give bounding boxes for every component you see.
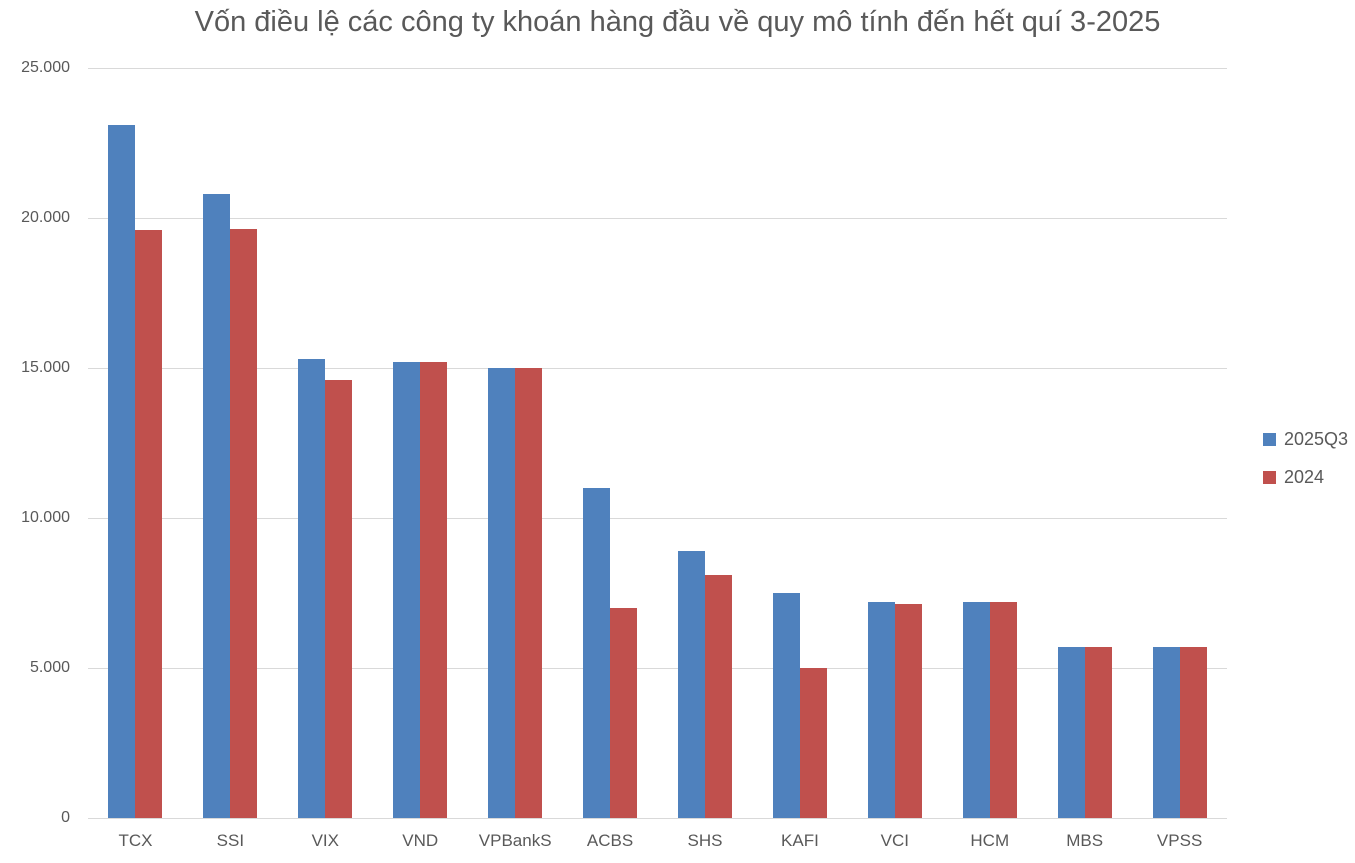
legend-swatch-2024-icon: [1263, 470, 1276, 484]
x-axis-label-vnd: VND: [402, 831, 439, 850]
chart-title: Vốn điều lệ các công ty khoán hàng đầu v…: [194, 6, 1161, 38]
y-axis-label: 25.000: [21, 59, 70, 76]
legend-item-2024: 2024: [1263, 467, 1348, 487]
bar-group-vpbanks: [468, 68, 563, 818]
bar-group-kafi: [752, 68, 847, 818]
bar-group-tcx: [88, 68, 183, 818]
bar-2025q3-vix: [298, 359, 326, 818]
bar-2024-vpbanks: [515, 368, 543, 818]
bar-2024-tcx: [135, 230, 163, 818]
y-axis-label: 0: [61, 809, 70, 826]
x-axis-label-acbs: ACBS: [586, 831, 634, 850]
bar-group-shs: [658, 68, 753, 818]
x-axis-label-tcx: TCX: [118, 831, 153, 850]
legend-item-2025q3: 2025Q3: [1263, 429, 1348, 449]
gridline: [88, 368, 1227, 369]
x-axis-label-shs: SHS: [687, 831, 723, 850]
legend: 2025Q3 2024: [1263, 429, 1348, 505]
bar-group-vnd: [373, 68, 468, 818]
y-axis-label: 5.000: [29, 659, 70, 676]
bar-group-vpss: [1132, 68, 1227, 818]
bars-container: [88, 68, 1227, 818]
y-axis-label: 20.000: [21, 209, 70, 226]
bar-2025q3-hcm: [962, 602, 990, 818]
bar-group-mbs: [1037, 68, 1132, 818]
x-axis-label-vci: VCI: [880, 831, 909, 850]
bar-2024-vci: [894, 603, 922, 818]
bar-2025q3-shs: [677, 551, 705, 818]
x-axis-label-vpbanks: VPBankS: [478, 831, 552, 850]
gridline: [88, 218, 1227, 219]
x-axis-label-hcm: HCM: [970, 831, 1010, 850]
bar-2025q3-vci: [867, 602, 895, 818]
y-axis-label: 10.000: [21, 509, 70, 526]
bar-2024-acbs: [610, 608, 638, 818]
bar-2024-vnd: [420, 362, 448, 818]
x-axis-label-kafi: KAFI: [781, 831, 819, 850]
gridline: [88, 518, 1227, 519]
legend-label-2025q3: 2025Q3: [1284, 428, 1349, 449]
bar-group-acbs: [563, 68, 658, 818]
bar-group-vci: [847, 68, 942, 818]
x-axis-label-vix: VIX: [311, 831, 339, 850]
x-axis-label-mbs: MBS: [1066, 831, 1104, 850]
gridline: [88, 668, 1227, 669]
bar-2025q3-ssi: [203, 194, 231, 818]
bar-2025q3-kafi: [772, 593, 800, 818]
legend-label-2024: 2024: [1284, 466, 1325, 487]
plot-area: [88, 68, 1227, 819]
bar-2024-vix: [325, 380, 353, 818]
bar-group-hcm: [942, 68, 1037, 818]
x-axis: TCX SSI VIX VND VPBankS ACBS SHS KAFI VCI HCM MBS V…: [88, 831, 1227, 851]
bar-2024-shs: [704, 575, 732, 818]
bar-2025q3-acbs: [583, 488, 611, 818]
bar-2025q3-mbs: [1057, 647, 1085, 818]
bar-2025q3-vnd: [393, 362, 421, 818]
gridline: [88, 68, 1227, 69]
bar-2025q3-tcx: [108, 125, 136, 818]
x-axis-label-ssi: SSI: [216, 831, 245, 850]
bar-2024-kafi: [799, 668, 827, 818]
bar-2024-ssi: [230, 228, 258, 818]
bar-2025q3-vpss: [1152, 647, 1180, 818]
gridline: [88, 818, 1227, 819]
legend-swatch-2025q3-icon: [1263, 432, 1276, 446]
bar-2024-mbs: [1084, 647, 1112, 818]
bar-2024-vpss: [1179, 647, 1207, 818]
bar-group-vix: [278, 68, 373, 818]
x-axis-label-vpss: VPSS: [1156, 831, 1203, 850]
bar-2024-hcm: [989, 602, 1017, 818]
y-axis-label: 15.000: [21, 359, 70, 376]
bar-2025q3-vpbanks: [488, 368, 516, 818]
bar-group-ssi: [183, 68, 278, 818]
